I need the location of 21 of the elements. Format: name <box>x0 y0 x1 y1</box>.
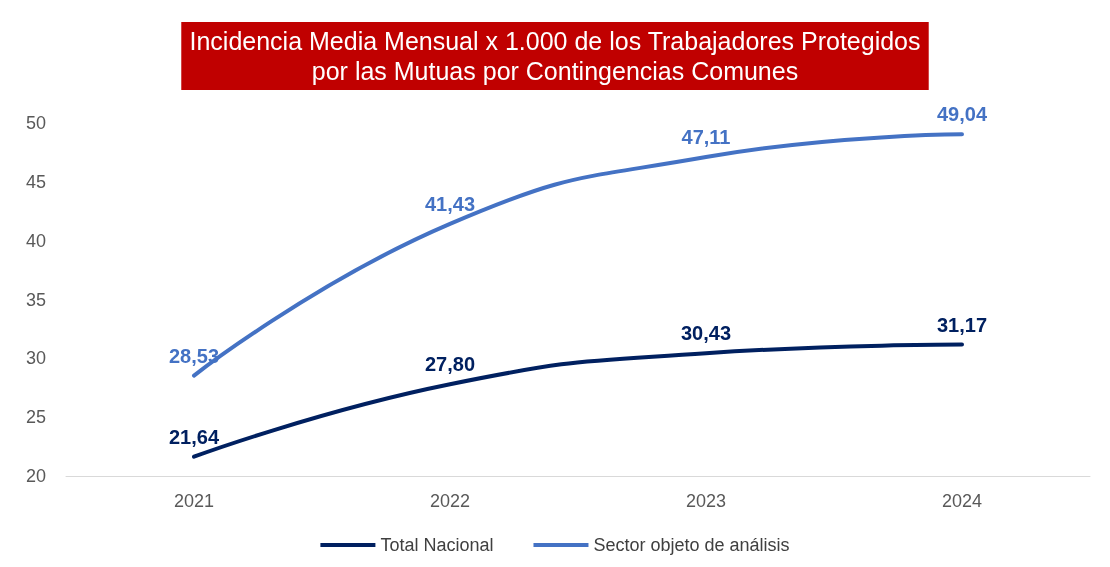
y-tick-label: 35 <box>25 289 46 310</box>
chart-title: Incidencia Media Mensual x 1.000 de los Trabajadores Protegidos por las Mutuas por Contingencias Comunes <box>189 27 921 85</box>
legend-label: Total Nacional <box>380 535 494 555</box>
y-tick-label: 20 <box>25 466 46 486</box>
data-label: 49,04 <box>936 103 988 126</box>
legend-label: Sector objeto de análisis <box>593 535 790 555</box>
x-tick-label: 2022 <box>429 491 471 511</box>
x-tick-label: 2024 <box>941 491 983 511</box>
y-tick-label: 50 <box>25 113 46 133</box>
data-label: 41,43 <box>424 192 476 215</box>
data-label: 31,17 <box>936 313 988 336</box>
y-tick-label: 40 <box>25 230 46 251</box>
data-label: 21,64 <box>168 425 220 448</box>
y-tick-label: 45 <box>25 171 46 192</box>
data-label: 47,11 <box>681 126 731 149</box>
data-label: 27,80 <box>424 353 476 376</box>
x-tick-label: 2023 <box>685 491 727 511</box>
y-tick-label: 25 <box>25 407 46 428</box>
data-label: 30,43 <box>680 322 732 345</box>
y-tick-label: 30 <box>25 348 46 369</box>
x-tick-label: 2021 <box>173 491 215 511</box>
